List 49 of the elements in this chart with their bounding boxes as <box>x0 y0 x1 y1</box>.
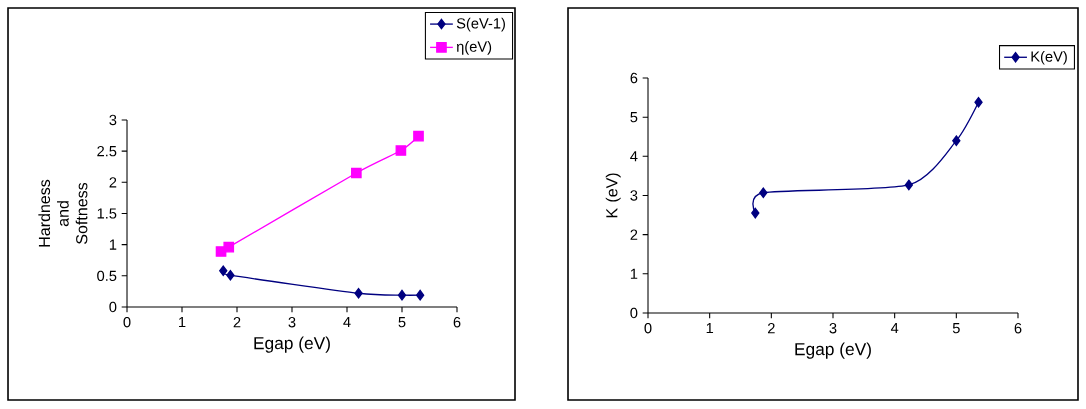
x-tick-label: 6 <box>1014 323 1022 334</box>
point <box>904 179 914 191</box>
x-tick-label: 5 <box>952 323 960 334</box>
x-tick-label: 5 <box>398 317 406 328</box>
point <box>354 287 363 299</box>
y-tick-label: 6 <box>630 72 638 84</box>
point <box>952 135 961 146</box>
y-tick-label: 3 <box>109 114 117 126</box>
x-tick-label: 1 <box>706 323 714 334</box>
x-tick-label: 4 <box>343 317 351 328</box>
x-tick-label: 0 <box>123 317 131 328</box>
x-axis-title: Egap (eV) <box>795 342 871 359</box>
point <box>751 207 760 219</box>
y-tick-label: 0 <box>630 307 638 319</box>
y-tick-label: 2.5 <box>97 145 117 157</box>
x-tick-label: 4 <box>890 323 899 334</box>
point <box>974 96 983 108</box>
y-tick-label: 5 <box>630 112 638 123</box>
y-axis-title: Hardness and Softness <box>38 179 88 247</box>
point <box>395 145 407 156</box>
y-tick-label: 1 <box>109 239 117 250</box>
x-tick-label: 3 <box>288 317 296 328</box>
point <box>351 167 362 179</box>
y-tick-label: 0.5 <box>97 270 117 282</box>
y-tick-label: 1.5 <box>97 208 117 219</box>
y-tick-label: 4 <box>630 151 638 162</box>
x-tick-label: 0 <box>644 323 652 334</box>
legend-label: K(eV) <box>1031 50 1067 65</box>
point <box>226 269 235 281</box>
legend-label: S(eV-1) <box>456 17 505 32</box>
point <box>759 187 768 199</box>
y-tick-label: 0 <box>109 301 117 313</box>
x-tick-label: 3 <box>829 323 837 334</box>
point <box>223 241 235 253</box>
y-axis-title: K (eV) <box>605 173 621 218</box>
y-tick-label: 1 <box>630 268 638 279</box>
point <box>397 289 407 301</box>
y-tick-label: 3 <box>630 190 638 201</box>
x-axis-title: Egap (eV) <box>254 336 330 353</box>
y-tick-label: 2 <box>109 177 117 188</box>
point <box>219 265 228 277</box>
x-tick-label: 2 <box>767 323 775 334</box>
x-tick-label: 2 <box>233 317 241 328</box>
point <box>413 130 424 142</box>
point <box>415 289 425 301</box>
x-tick-label: 1 <box>179 317 186 328</box>
y-tick-label: 2 <box>630 229 638 240</box>
x-tick-label: 6 <box>453 317 461 328</box>
legend-label: η(eV) <box>456 41 492 55</box>
